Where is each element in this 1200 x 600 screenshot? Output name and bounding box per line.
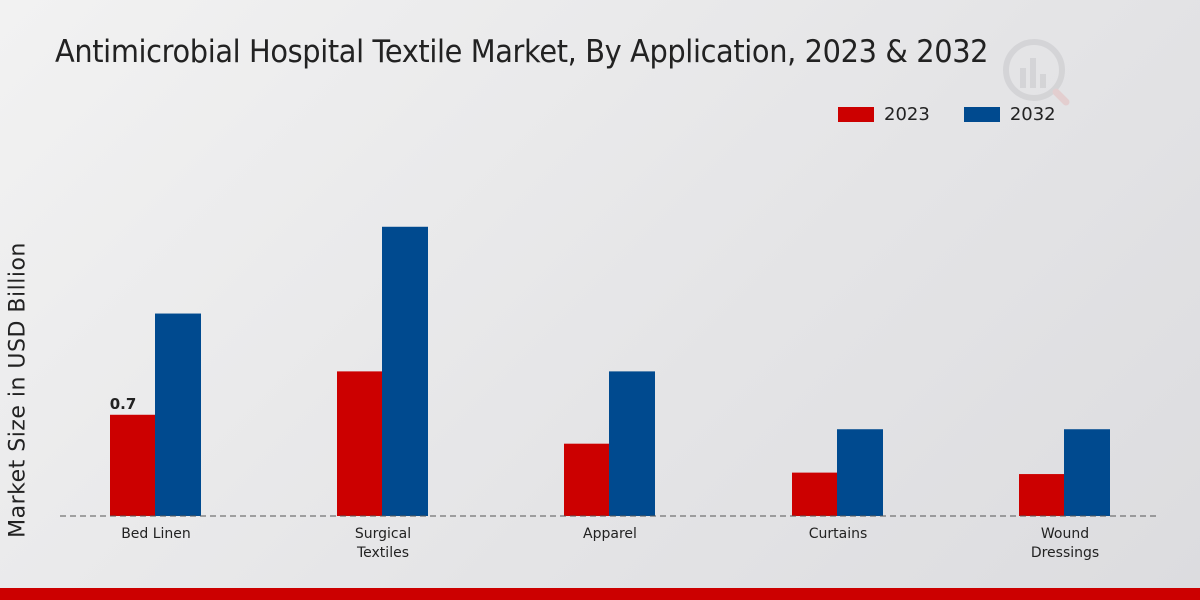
x-tick-label: Surgical (355, 526, 411, 542)
x-tick-label: Apparel (583, 526, 637, 542)
bar-2023-2[interactable] (564, 443, 610, 516)
legend-label-2032: 2032 (1009, 104, 1056, 125)
legend-swatch-2032 (963, 107, 1000, 122)
chart-legend: 2023 2032 (838, 104, 1090, 125)
logo-watermark-icon (1003, 39, 1070, 106)
chart-title: Antimicrobial Hospital Textile Market, B… (55, 34, 989, 70)
x-tick-label: Textiles (356, 545, 409, 561)
x-tick-label: Bed Linen (121, 526, 191, 542)
legend-swatch-2023 (838, 107, 874, 122)
bar-2023-3[interactable] (792, 472, 838, 516)
bar-2023-4[interactable] (1019, 474, 1065, 516)
legend-item-2023[interactable]: 2023 (838, 104, 930, 125)
bar-2032-0[interactable] (155, 313, 201, 516)
bar-2032-4[interactable] (1064, 429, 1110, 516)
legend-label-2023: 2023 (884, 104, 930, 125)
bottom-accent-bar (0, 588, 1200, 600)
bar-2023-1[interactable] (337, 371, 383, 516)
legend-item-2032[interactable]: 2032 (963, 104, 1056, 125)
bar-2023-0[interactable] (110, 414, 156, 516)
x-tick-label: Curtains (809, 526, 868, 542)
bar-2032-1[interactable] (382, 226, 428, 516)
data-label: 0.7 (110, 395, 137, 413)
x-tick-label: Wound (1041, 526, 1089, 542)
bar-2032-2[interactable] (609, 371, 655, 516)
x-tick-label: Dressings (1031, 545, 1099, 561)
bar-2032-3[interactable] (837, 429, 883, 516)
